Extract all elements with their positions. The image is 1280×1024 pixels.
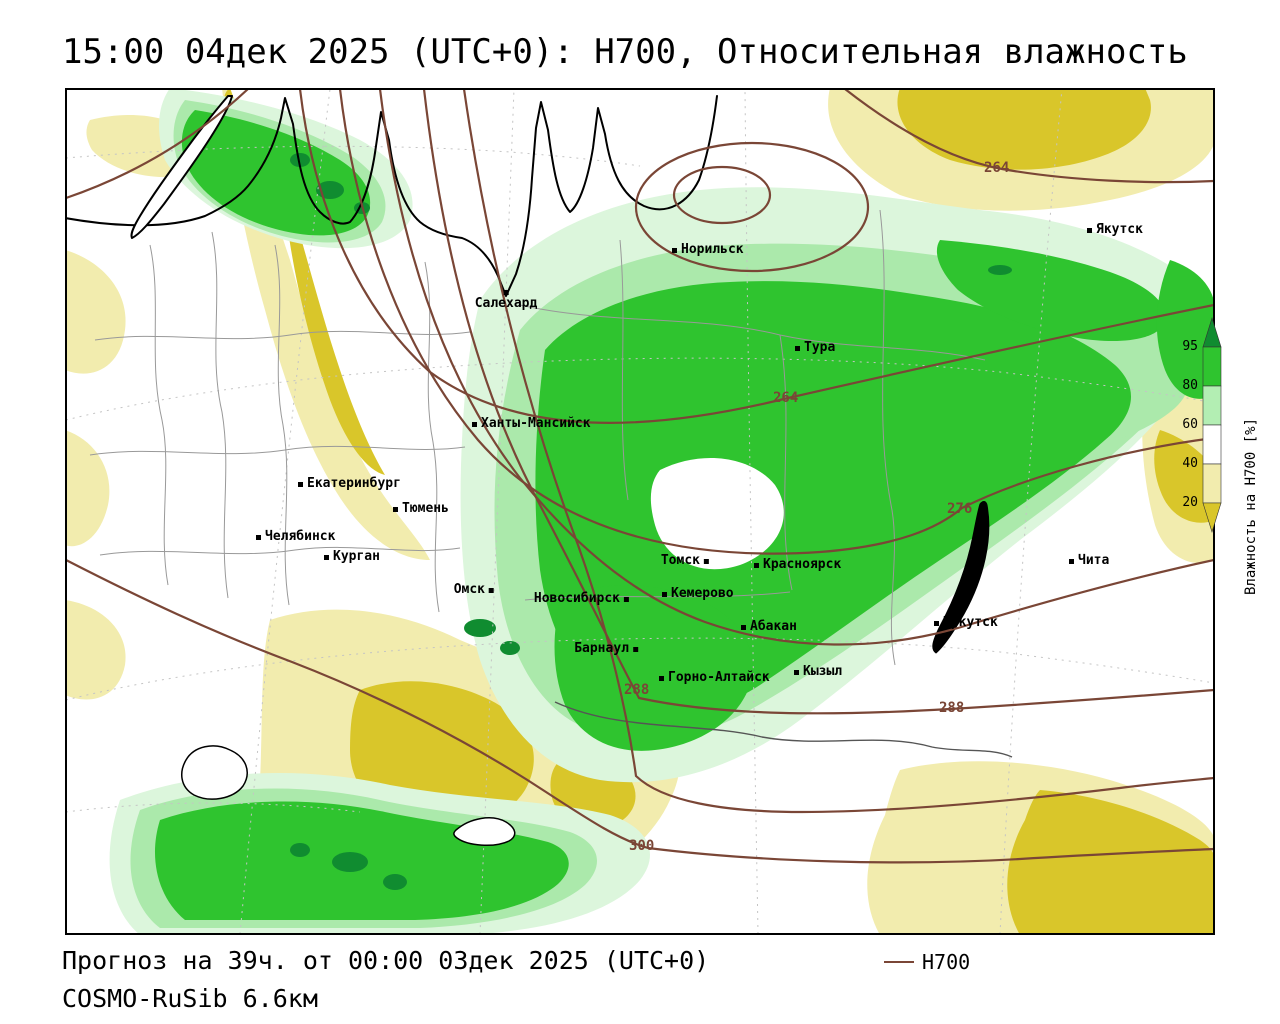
contour-legend: H700	[884, 950, 970, 974]
city-label: Чита	[1078, 553, 1110, 568]
city-dot	[741, 624, 746, 630]
city-label: Норильск	[681, 242, 744, 257]
city-label: Красноярск	[763, 557, 842, 572]
city-dot	[393, 506, 398, 512]
city-label: Кызыл	[803, 664, 843, 679]
colorbar-tick: 80	[1182, 378, 1198, 393]
city-label: Ханты-Мансийск	[481, 416, 591, 431]
colorbar-arrow-bottom	[1202, 502, 1222, 534]
city-dot	[503, 290, 509, 295]
city-label: Кемерово	[671, 586, 734, 601]
city-marker-khanty-mansiysk: Ханты-Мансийск	[472, 416, 591, 432]
model-info: COSMO-RuSib 6.6км	[62, 984, 318, 1013]
city-dot	[256, 534, 261, 540]
city-marker-tomsk: Томск	[661, 553, 709, 569]
city-dot	[324, 554, 329, 560]
colorbar-tick: 40	[1182, 456, 1198, 471]
city-label: Екатеринбург	[307, 476, 401, 491]
city-label: Иркутск	[943, 615, 998, 630]
city-label: Новосибирск	[533, 591, 620, 606]
city-marker-abakan: Абакан	[741, 619, 797, 635]
city-label: Тюмень	[402, 501, 449, 516]
contour-label: 276	[947, 501, 973, 517]
contour-lines	[66, 89, 1214, 864]
city-marker-kurgan: Курган	[324, 549, 380, 565]
city-marker-barnaul: Барнаул	[574, 641, 638, 657]
city-label: Барнаул	[574, 641, 629, 656]
colorbar-arrow-top	[1202, 316, 1222, 348]
city-dot	[704, 558, 709, 564]
humidity-shading-darkgreen	[290, 153, 1012, 890]
national-border	[554, 701, 1013, 758]
coastline	[66, 95, 990, 846]
city-label: Челябинск	[265, 529, 336, 544]
city-marker-novosibirsk: Новосибирск	[534, 591, 629, 607]
city-dot	[659, 675, 664, 681]
city-label: Абакан	[750, 619, 797, 634]
city-marker-krasnoyarsk: Красноярск	[754, 557, 841, 573]
city-dot	[624, 596, 629, 602]
city-marker-kyzyl: Кызыл	[794, 664, 842, 680]
colorbar-tick: 20	[1182, 495, 1198, 510]
city-label: Салехард	[474, 296, 538, 311]
forecast-info: Прогноз на 39ч. от 00:00 03дек 2025 (UTC…	[62, 946, 710, 975]
city-marker-gorno-altaysk: Горно-Алтайск	[659, 670, 770, 686]
city-marker-yakutsk: Якутск	[1087, 222, 1143, 238]
contour-label: 264	[773, 390, 799, 406]
colorbar-tick: 60	[1182, 417, 1198, 432]
humidity-colorbar	[1202, 316, 1222, 534]
city-marker-irkutsk: Иркутск	[934, 615, 998, 631]
city-dot	[1087, 227, 1092, 233]
city-marker-chita: Чита	[1069, 553, 1109, 569]
city-marker-chelyabinsk: Челябинск	[256, 529, 335, 545]
contour-label: 264	[984, 160, 1010, 176]
city-dot	[1069, 558, 1074, 564]
city-marker-kemerovo: Кемерово	[662, 586, 734, 602]
city-dot	[672, 247, 677, 253]
city-label: Якутск	[1096, 222, 1143, 237]
contour-line-sample-icon	[884, 961, 914, 963]
city-dot	[794, 669, 799, 675]
city-marker-salekhard: Салехард	[474, 290, 538, 312]
city-marker-tura: Тура	[795, 340, 835, 356]
contour-label: 288	[939, 700, 965, 716]
legend-label: H700	[922, 950, 971, 974]
city-label: Омск	[453, 582, 485, 597]
contour-label: 300	[629, 838, 655, 854]
contour-label: 288	[624, 682, 650, 698]
city-marker-omsk: Омск	[454, 582, 494, 598]
city-dot	[934, 620, 939, 626]
colorbar-title: Влажность на H700 [%]	[1243, 417, 1259, 595]
city-dot	[754, 562, 759, 568]
city-marker-tyumen: Тюмень	[393, 501, 449, 517]
city-dot	[298, 481, 303, 487]
city-label: Тура	[804, 340, 836, 355]
map-title: 15:00 04дек 2025 (UTC+0): H700, Относите…	[62, 32, 1188, 72]
city-label: Курган	[333, 549, 380, 564]
city-marker-ekaterinburg: Екатеринбург	[298, 476, 401, 492]
city-label: Горно-Алтайск	[668, 670, 770, 685]
city-label: Томск	[660, 553, 700, 568]
city-dot	[489, 587, 494, 593]
city-dot	[472, 421, 477, 427]
city-dot	[795, 345, 800, 351]
colorbar-tick: 95	[1182, 339, 1198, 354]
city-dot	[662, 591, 667, 597]
city-marker-norilsk: Норильск	[672, 242, 744, 258]
region-borders	[89, 209, 986, 666]
city-dot	[633, 646, 638, 652]
